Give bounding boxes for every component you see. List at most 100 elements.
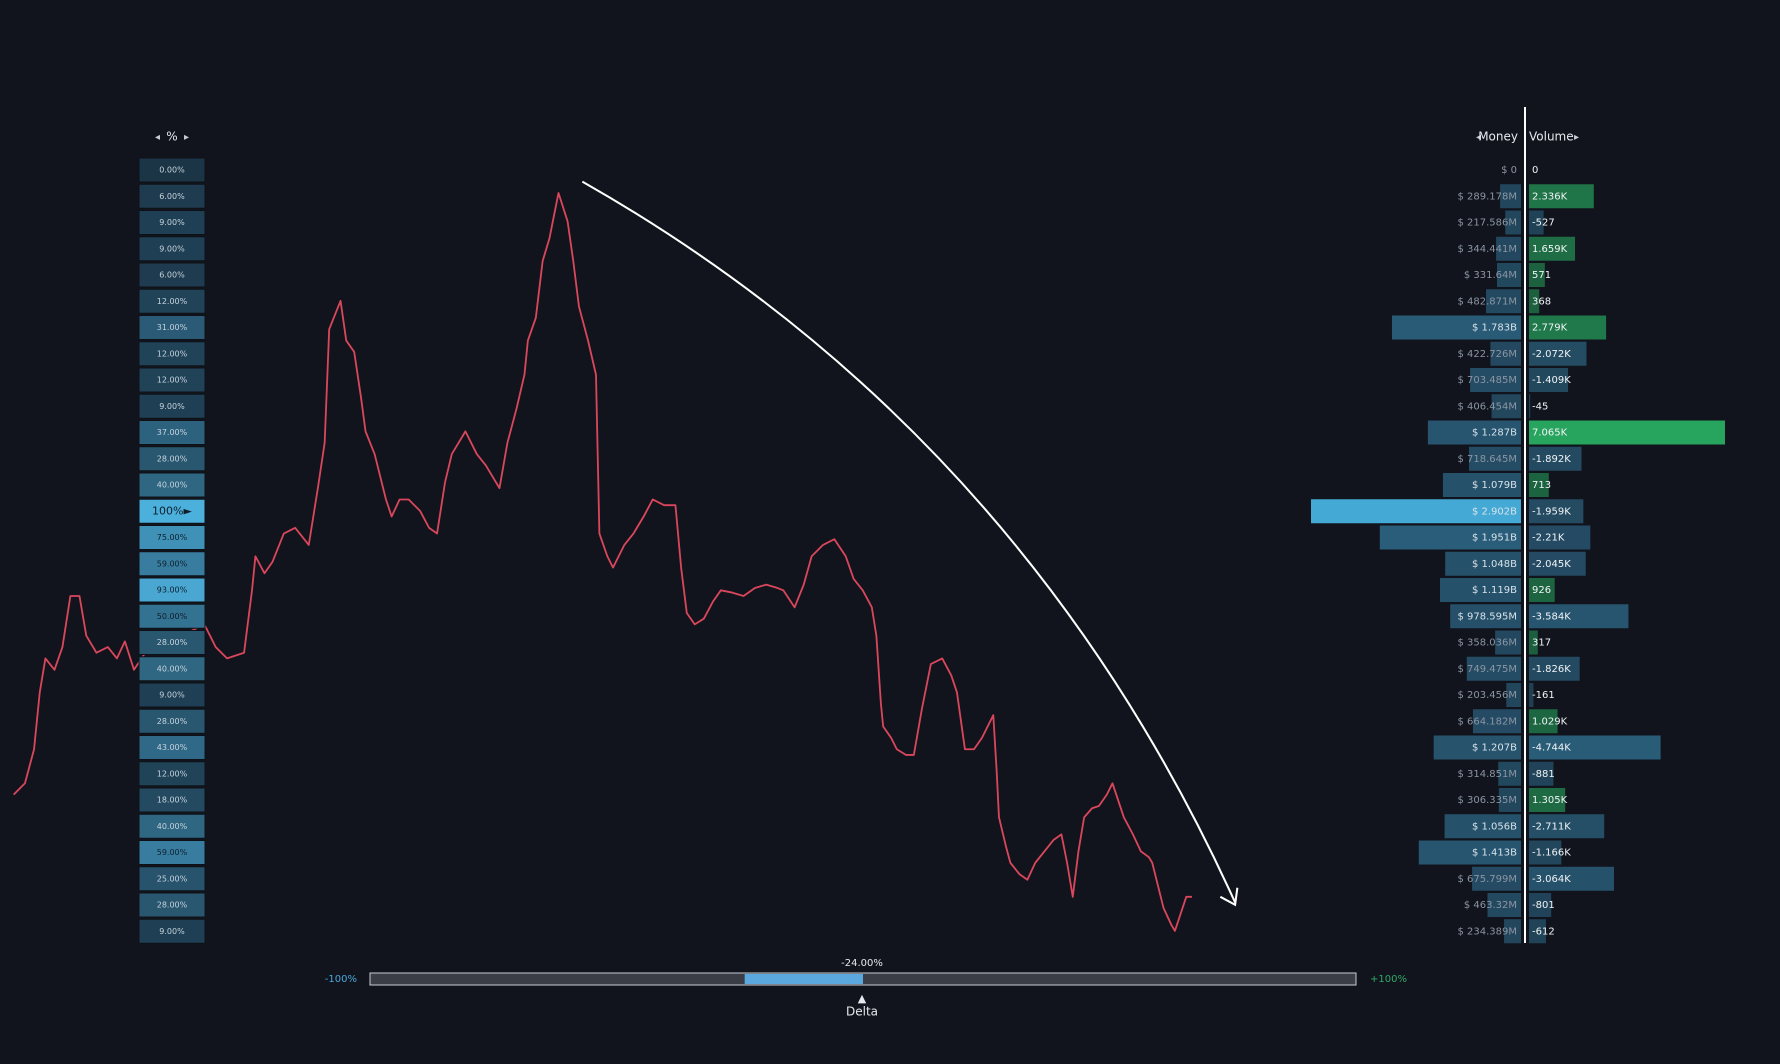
volume-label: -1.166K	[1532, 848, 1571, 859]
money-bar	[1470, 368, 1521, 392]
percent-label: 12.00%	[157, 769, 188, 778]
delta-pointer: ▲	[858, 992, 867, 1005]
money-label: $ 358.036M	[1457, 638, 1517, 649]
percent-cell	[138, 236, 206, 262]
delta-min: -100%	[325, 974, 357, 985]
volume-bar	[1529, 919, 1546, 944]
volume-label: 0	[1532, 165, 1538, 176]
money-label: $ 344.441M	[1457, 244, 1517, 255]
delta-value: -24.00%	[841, 958, 883, 969]
money-bar	[1468, 446, 1521, 471]
trend-arrow	[581, 180, 1237, 903]
percent-label: 43.00%	[157, 743, 188, 752]
percent-label: 28.00%	[157, 454, 188, 463]
volume-label: -2.711K	[1532, 821, 1571, 832]
percent-cell	[138, 288, 206, 314]
percent-label: 28.00%	[157, 901, 188, 910]
percent-label: 12.00%	[157, 376, 188, 385]
money-bar	[1498, 761, 1521, 786]
money-bar	[1442, 473, 1521, 497]
money-label: $ 0	[1501, 165, 1517, 176]
percent-label: 6.00%	[159, 271, 185, 280]
percent-label: 50.00%	[157, 612, 188, 621]
volume-label: -1.409K	[1532, 375, 1571, 386]
volume-bar	[1529, 551, 1586, 576]
volume-bar	[1529, 893, 1552, 917]
money-bar	[1472, 709, 1521, 734]
money-bar	[1506, 683, 1521, 707]
percent-label: 59.00%	[157, 848, 188, 857]
percent-label: 75.00%	[157, 533, 188, 542]
money-bar	[1472, 866, 1521, 891]
volume-label: -1.892K	[1532, 454, 1571, 465]
money-label: $ 1.413B	[1472, 848, 1517, 859]
percent-cell	[138, 603, 206, 629]
money-label: $ 331.64M	[1464, 270, 1517, 281]
volume-bar	[1529, 341, 1587, 366]
volume-label: -612	[1532, 926, 1555, 937]
money-label: $ 422.726M	[1457, 349, 1517, 360]
money-bar	[1491, 394, 1521, 419]
percent-label: 6.00%	[159, 192, 185, 201]
percent-cell	[138, 315, 206, 340]
money-label: $ 718.645M	[1457, 454, 1517, 465]
right-arrow[interactable]: ▸	[184, 132, 189, 143]
volume-label: -881	[1532, 769, 1555, 780]
money-label: $ 1.056B	[1472, 821, 1517, 832]
volume-label: -2.045K	[1532, 559, 1571, 570]
percent-label: 25.00%	[157, 874, 188, 883]
volume-bar	[1529, 289, 1540, 314]
percent-label: 40.00%	[157, 481, 188, 490]
money-bar	[1444, 814, 1521, 839]
volume-bar	[1529, 315, 1607, 340]
volume-label: 1.029K	[1532, 716, 1568, 727]
percent-label: 28.00%	[157, 717, 188, 726]
right-arrow[interactable]: ▸	[1574, 132, 1579, 143]
volume-bar	[1529, 683, 1534, 707]
money-label: $ 2.902B	[1472, 506, 1517, 517]
volume-bar	[1529, 446, 1582, 471]
money-label: $ 463.32M	[1464, 900, 1517, 911]
volume-label: 317	[1532, 638, 1551, 649]
money-bar	[1427, 420, 1521, 445]
money-bar	[1505, 210, 1521, 235]
percent-cell	[138, 761, 206, 787]
percent-cell	[138, 472, 206, 498]
money-bar	[1466, 656, 1521, 681]
volume-label: 713	[1532, 480, 1551, 491]
volume-label: -2.21K	[1532, 533, 1565, 544]
volume-label: 7.065K	[1532, 428, 1568, 439]
money-label: $ 406.454M	[1457, 401, 1517, 412]
volume-bar	[1529, 709, 1558, 734]
volume-label: 926	[1532, 585, 1551, 596]
money-bar	[1391, 315, 1521, 340]
volume-header: Volume	[1529, 130, 1574, 144]
money-bar	[1445, 551, 1521, 576]
percent-label: 93.00%	[157, 586, 188, 595]
price-line	[12, 192, 1192, 932]
percent-cell	[138, 498, 206, 524]
money-bar	[1487, 893, 1521, 917]
percent-cell	[138, 446, 206, 472]
volume-label: 368	[1532, 296, 1551, 307]
volume-bar	[1529, 604, 1629, 629]
money-bar	[1500, 184, 1521, 209]
volume-bar	[1529, 840, 1562, 865]
volume-label: -801	[1532, 900, 1555, 911]
volume-bar	[1529, 473, 1549, 497]
money-bar	[1504, 919, 1521, 944]
money-bar	[1496, 236, 1521, 261]
volume-label: -3.584K	[1532, 611, 1571, 622]
volume-label: -161	[1532, 690, 1555, 701]
percent-label: 9.00%	[159, 244, 185, 253]
left-arrow[interactable]: ◂	[1476, 132, 1481, 143]
percent-cell	[138, 341, 206, 367]
percent-label: 12.00%	[157, 349, 188, 358]
money-bar	[1440, 578, 1521, 602]
left-arrow[interactable]: ◂	[155, 132, 160, 143]
volume-bar	[1529, 735, 1661, 760]
money-label: $ 1.783B	[1472, 323, 1517, 334]
money-bar	[1497, 263, 1521, 287]
volume-bar	[1529, 394, 1531, 419]
percent-cell	[138, 918, 206, 944]
